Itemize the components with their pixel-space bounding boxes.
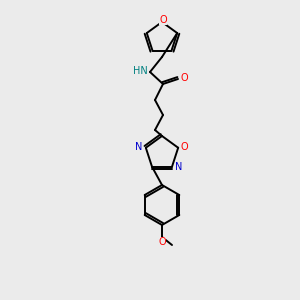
Text: O: O xyxy=(158,237,166,247)
Text: O: O xyxy=(180,73,188,83)
Text: O: O xyxy=(159,15,167,25)
Text: O: O xyxy=(180,142,188,152)
Text: N: N xyxy=(135,142,142,152)
Text: HN: HN xyxy=(133,66,147,76)
Text: N: N xyxy=(175,162,183,172)
